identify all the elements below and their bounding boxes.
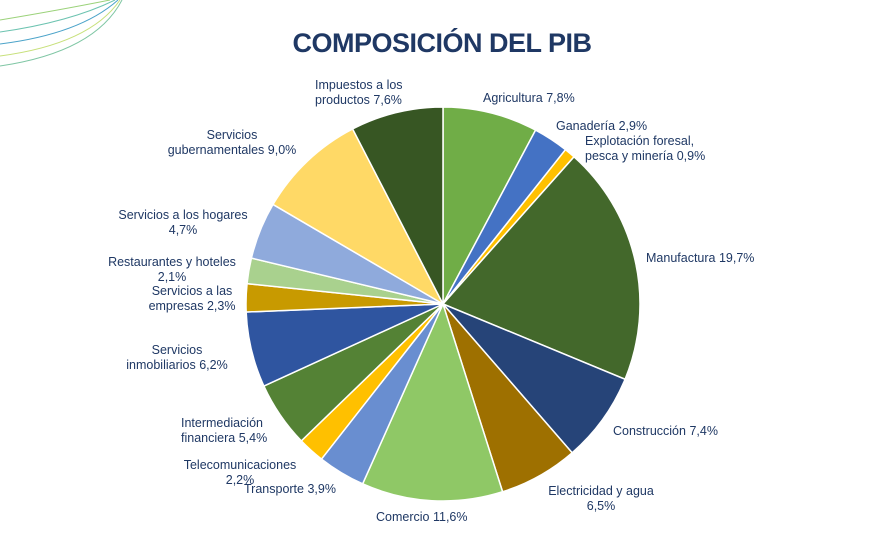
value-label: 0,9% bbox=[676, 149, 706, 163]
pie-slice bbox=[361, 301, 504, 502]
value-label: 6,2% bbox=[199, 358, 228, 372]
category-label: Servicios inmobiliarios bbox=[126, 343, 203, 372]
chart-title: COMPOSICIÓN DEL PIB bbox=[292, 28, 592, 58]
category-label: Servicios gubernamentales bbox=[167, 128, 265, 157]
slice-label: Construcción 7,4% bbox=[613, 424, 753, 439]
category-label: Restaurantes y hoteles bbox=[108, 255, 236, 269]
category-label: Telecomunicaciones bbox=[183, 458, 297, 472]
category-label: Electricidad y agua bbox=[548, 484, 654, 498]
slice-label: Transporte 3,9% bbox=[244, 482, 354, 497]
value-label: 11,6% bbox=[432, 510, 468, 524]
value-label: 9,0% bbox=[267, 143, 297, 157]
category-label: Impuestos a los productos bbox=[315, 78, 403, 107]
pie-slice bbox=[271, 127, 445, 306]
slice-label: Impuestos a los productos 7,6% bbox=[315, 78, 410, 108]
slice-label: Ganadería 2,9% bbox=[556, 119, 676, 134]
pie-slice bbox=[442, 106, 537, 305]
value-label: 3,9% bbox=[307, 482, 336, 496]
value-label: 2,3% bbox=[206, 299, 236, 313]
category-label: Servicios a los hogares bbox=[118, 208, 248, 222]
pie-slice bbox=[351, 106, 444, 305]
slice-label: Intermediación financiera 5,4% bbox=[181, 416, 273, 446]
value-label: 4,7% bbox=[168, 223, 198, 237]
slice-label: Servicios a los hogares 4,7% bbox=[116, 208, 250, 238]
slice-label: Electricidad y agua 6,5% bbox=[543, 484, 659, 514]
slice-label: Manufactura 19,7% bbox=[646, 251, 786, 266]
category-label: Construcción bbox=[613, 424, 686, 438]
value-label: 6,5% bbox=[586, 499, 616, 513]
category-label: Agricultura bbox=[483, 91, 543, 105]
value-label: 5,4% bbox=[238, 431, 268, 445]
decoration bbox=[0, 0, 123, 67]
value-label: 2,2% bbox=[225, 473, 255, 487]
slice-label: Servicios gubernamentales 9,0% bbox=[163, 128, 301, 158]
value-label: 2,1% bbox=[157, 270, 187, 284]
slice-label: Agricultura 7,8% bbox=[483, 91, 623, 106]
value-label: 7,4% bbox=[689, 424, 718, 438]
category-label: Ganadería bbox=[556, 119, 616, 133]
category-label: Manufactura bbox=[646, 251, 716, 265]
slice-label: Restaurantes y hoteles 2,1% bbox=[104, 255, 240, 285]
category-label: Comercio bbox=[376, 510, 430, 524]
category-label: Servicios a las empresas bbox=[148, 284, 233, 313]
slice-label: Servicios inmobiliarios 6,2% bbox=[116, 343, 238, 373]
category-label: Transporte bbox=[244, 482, 304, 496]
value-label: 7,8% bbox=[546, 91, 575, 105]
slice-label: Explotación foresal, pesca y minería 0,9… bbox=[585, 134, 713, 164]
category-label: Explotación foresal, pesca y minería bbox=[585, 134, 695, 163]
slice-label: Telecomunicaciones 2,2% bbox=[180, 458, 300, 488]
slice-label: Servicios a las empresas 2,3% bbox=[148, 284, 236, 314]
value-label: 19,7% bbox=[718, 251, 755, 265]
category-label: Intermediación financiera bbox=[181, 416, 263, 445]
value-label: 7,6% bbox=[373, 93, 402, 107]
value-label: 2,9% bbox=[618, 119, 648, 133]
slice-label: Comercio 11,6% bbox=[376, 510, 496, 525]
